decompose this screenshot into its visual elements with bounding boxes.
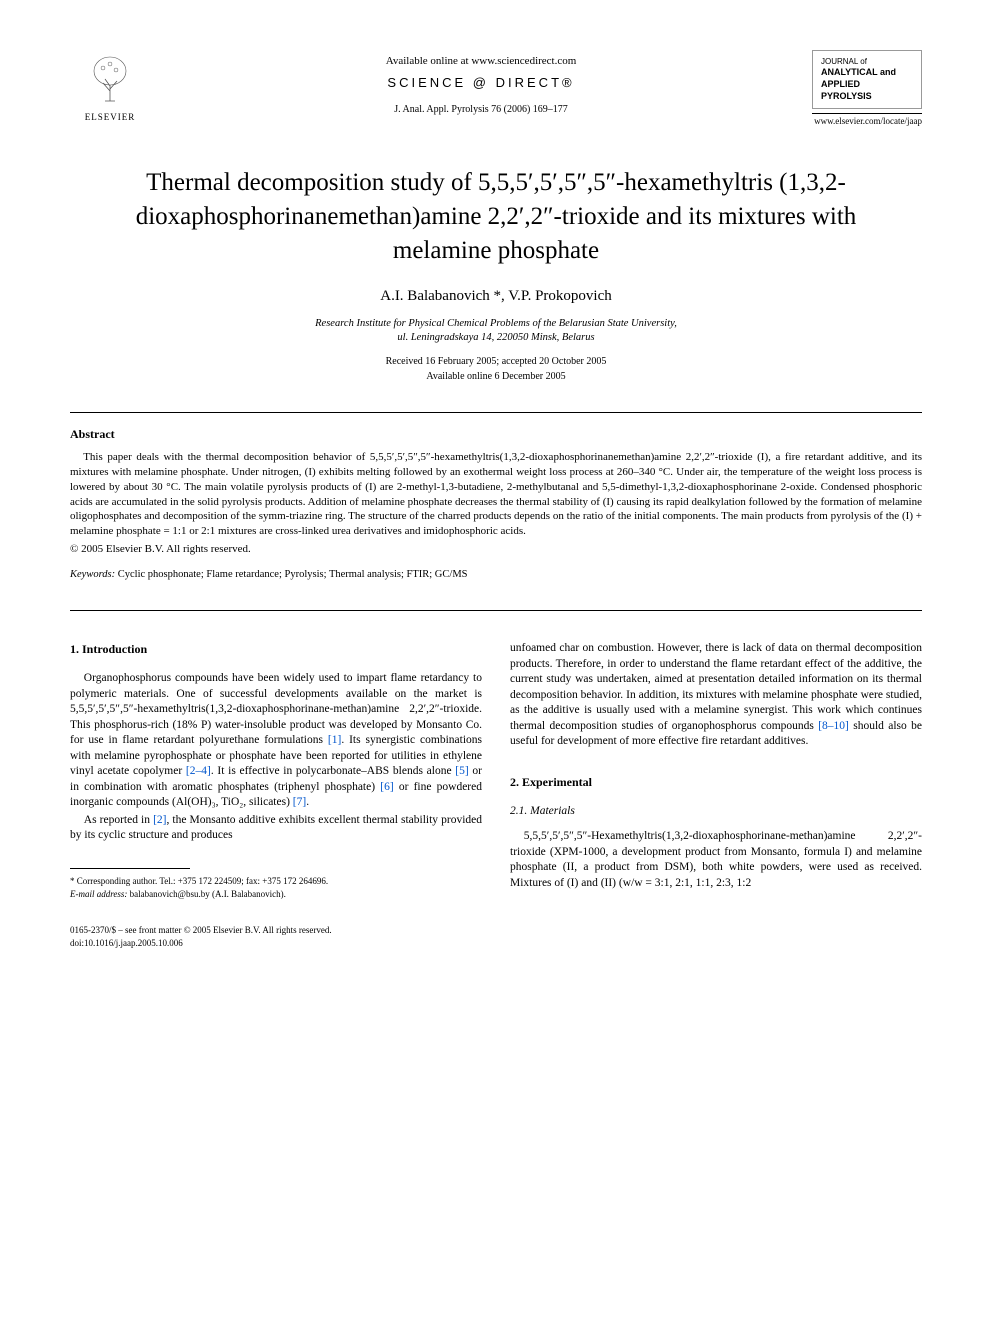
ref-link-1[interactable]: [1] bbox=[328, 734, 341, 746]
footnote-rule bbox=[70, 868, 190, 869]
intro-text-1c: . It is effective in polycarbonate–ABS b… bbox=[211, 765, 455, 777]
journal-reference: J. Anal. Appl. Pyrolysis 76 (2006) 169–1… bbox=[150, 104, 812, 115]
dates-available: Available online 6 December 2005 bbox=[70, 371, 922, 382]
ref-link-2-4[interactable]: [2–4] bbox=[186, 765, 211, 777]
locate-url: www.elsevier.com/locate/jaap bbox=[812, 113, 922, 126]
ref-link-5[interactable]: [5] bbox=[455, 765, 468, 777]
dates-received: Received 16 February 2005; accepted 20 O… bbox=[70, 356, 922, 367]
journal-box-line3: APPLIED PYROLYSIS bbox=[821, 79, 913, 102]
affiliation: Research Institute for Physical Chemical… bbox=[70, 317, 922, 346]
elsevier-text: ELSEVIER bbox=[85, 112, 136, 122]
header-row: ELSEVIER Available online at www.science… bbox=[70, 50, 922, 126]
footer-line2: doi:10.1016/j.jaap.2005.10.006 bbox=[70, 937, 922, 950]
two-column-body: 1. Introduction Organophosphorus compoun… bbox=[70, 641, 922, 900]
keywords: Keywords: Cyclic phosphonate; Flame reta… bbox=[70, 569, 922, 580]
ref-link-6[interactable]: [6] bbox=[380, 781, 393, 793]
article-title: Thermal decomposition study of 5,5,5′,5′… bbox=[110, 166, 882, 267]
right-column: unfoamed char on combustion. However, th… bbox=[510, 641, 922, 900]
ref-link-8-10[interactable]: [8–10] bbox=[818, 720, 849, 732]
rule-above-abstract bbox=[70, 412, 922, 413]
introduction-heading: 1. Introduction bbox=[70, 641, 482, 657]
elsevier-logo: ELSEVIER bbox=[70, 50, 150, 122]
footnote-email: E-mail address: balabanovich@bsu.by (A.I… bbox=[70, 888, 482, 901]
page-footer: 0165-2370/$ – see front matter © 2005 El… bbox=[70, 924, 922, 949]
intro-paragraph-1: Organophosphorus compounds have been wid… bbox=[70, 671, 482, 811]
email-label: E-mail address: bbox=[70, 889, 127, 899]
col2-paragraph-1: unfoamed char on combustion. However, th… bbox=[510, 641, 922, 750]
intro-paragraph-2: As reported in [2], the Monsanto additiv… bbox=[70, 813, 482, 844]
email-value: balabanovich@bsu.by (A.I. Balabanovich). bbox=[127, 889, 286, 899]
keywords-label: Keywords: bbox=[70, 569, 115, 580]
abstract-text: This paper deals with the thermal decomp… bbox=[70, 450, 922, 539]
abstract-copyright: © 2005 Elsevier B.V. All rights reserved… bbox=[70, 543, 922, 555]
materials-heading: 2.1. Materials bbox=[510, 804, 922, 820]
available-online-text: Available online at www.sciencedirect.co… bbox=[150, 55, 812, 67]
footer-line1: 0165-2370/$ – see front matter © 2005 El… bbox=[70, 924, 922, 937]
footnote-corresponding: * Corresponding author. Tel.: +375 172 2… bbox=[70, 875, 482, 888]
abstract-heading: Abstract bbox=[70, 427, 922, 442]
intro-text-1f: . bbox=[306, 796, 309, 808]
experimental-heading: 2. Experimental bbox=[510, 774, 922, 790]
journal-box-line2: ANALYTICAL and bbox=[821, 67, 913, 79]
authors: A.I. Balabanovich *, V.P. Prokopovich bbox=[70, 288, 922, 305]
science-direct-logo: SCIENCE @ DIRECT® bbox=[150, 75, 812, 90]
rule-below-keywords bbox=[70, 610, 922, 611]
affiliation-line1: Research Institute for Physical Chemical… bbox=[315, 318, 677, 329]
keywords-text: Cyclic phosphonate; Flame retardance; Py… bbox=[115, 569, 467, 580]
journal-box-wrapper: JOURNAL of ANALYTICAL and APPLIED PYROLY… bbox=[812, 50, 922, 126]
intro-text-2a: As reported in bbox=[84, 814, 153, 826]
ref-link-7[interactable]: [7] bbox=[293, 796, 306, 808]
affiliation-line2: ul. Leningradskaya 14, 220050 Minsk, Bel… bbox=[397, 332, 594, 343]
ref-link-2[interactable]: [2] bbox=[153, 814, 166, 826]
materials-paragraph-1: 5,5,5′,5′,5″,5″-Hexamethyltris(1,3,2-dio… bbox=[510, 829, 922, 891]
journal-box-line1: JOURNAL of bbox=[821, 57, 913, 67]
left-column: 1. Introduction Organophosphorus compoun… bbox=[70, 641, 482, 900]
col2-text-1a: unfoamed char on combustion. However, th… bbox=[510, 642, 922, 732]
header-center: Available online at www.sciencedirect.co… bbox=[150, 50, 812, 115]
journal-title-box: JOURNAL of ANALYTICAL and APPLIED PYROLY… bbox=[812, 50, 922, 109]
elsevier-tree-icon bbox=[80, 50, 140, 110]
